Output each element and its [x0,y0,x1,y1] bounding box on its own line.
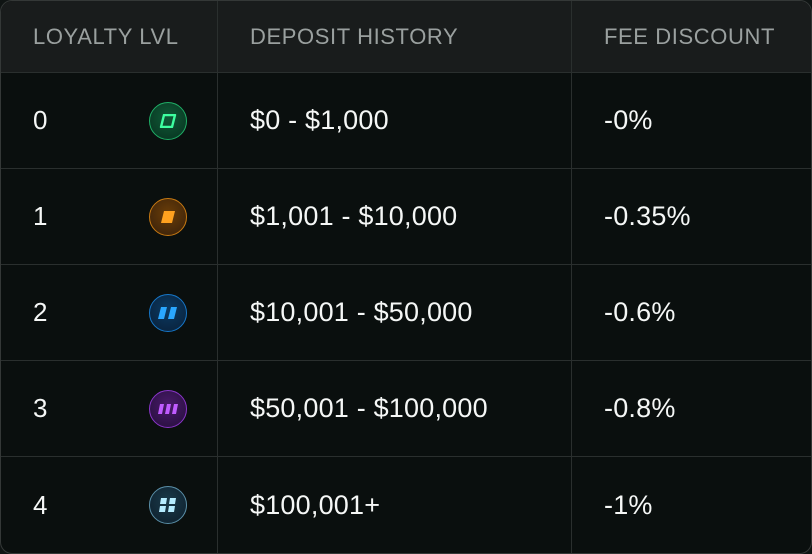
ice-tier-badge-icon [149,486,187,524]
table-row-4-level-cell: 4 [1,457,218,553]
table-row-4-discount: -1% [604,489,653,520]
table-row-3-level-cell: 3 [1,361,218,457]
header-fee-discount: FEE DISCOUNT [572,1,811,73]
purple-tier-badge-icon [149,389,187,428]
level-number: 2 [33,297,48,327]
table-row-2-discount: -0.6% [572,265,811,361]
table-row-4-deposit: $100,001+ [218,457,572,553]
table-row-2-deposit: $10,001 - $50,000 [218,265,572,361]
table-row-0-deposit: $0 - $1,000 [218,73,572,169]
level-number: 0 [33,105,48,135]
table-row-3-discount: -0.8% [572,361,811,457]
table-row-1-deposit: $1,001 - $10,000 [218,169,572,265]
header-loyalty-level: LOYALTY LVL [1,1,218,73]
level-number: 4 [33,489,48,520]
header-deposit-history: DEPOSIT HISTORY [218,1,572,73]
blue-tier-badge-icon [149,293,187,332]
level-number: 1 [33,201,48,231]
table-row-1-discount: -0.35% [572,169,811,265]
table-row-3-deposit: $50,001 - $100,000 [218,361,572,457]
level-number: 3 [33,393,48,423]
table-row-1-level-cell: 1 [1,169,218,265]
orange-tier-badge-icon [149,197,187,236]
green-tier-badge-icon [149,101,187,140]
table-row-0-discount: -0% [572,73,811,169]
table-row-2-level-cell: 2 [1,265,218,361]
table-row-0-level-cell: 0 [1,73,218,169]
